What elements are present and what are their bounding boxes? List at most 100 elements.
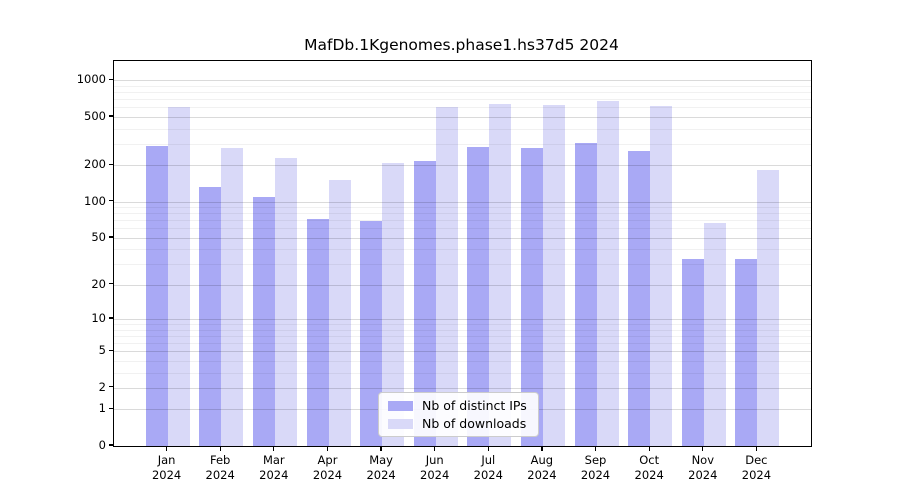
chart-title: MafDb.1Kgenomes.phase1.hs37d5 2024 <box>304 36 619 54</box>
x-tick-mark <box>648 446 650 451</box>
y-tick-label: 100 <box>84 193 106 208</box>
bar-ips-dec <box>735 259 758 446</box>
x-tick-month: Feb <box>210 453 231 467</box>
x-tick-mark <box>273 446 275 451</box>
y-tick-mark <box>109 78 114 80</box>
x-tick-label: Mar 2024 <box>244 453 304 483</box>
bar-downloads-apr <box>328 180 351 446</box>
x-tick-mark <box>755 446 758 451</box>
y-tick-mark <box>109 236 114 238</box>
x-tick-mark <box>594 446 597 451</box>
bar-ips-jan <box>145 145 168 446</box>
x-tick-month: Jul <box>481 453 496 467</box>
y-tick-mark <box>109 386 114 388</box>
bar-ips-mar <box>252 196 275 446</box>
x-tick-mark <box>541 446 543 451</box>
legend-swatch-downloads <box>388 418 413 429</box>
y-tick-mark <box>109 349 114 351</box>
x-tick-month: Oct <box>639 453 660 467</box>
legend-label-downloads: Nb of downloads <box>422 416 527 431</box>
bar-downloads-dec <box>757 170 780 446</box>
x-tick-label: Nov 2024 <box>673 453 733 483</box>
legend-item-downloads: Nb of downloads <box>388 416 527 431</box>
bar-downloads-may <box>382 163 405 446</box>
x-tick-year: 2024 <box>259 468 289 482</box>
x-tick-label: Dec 2024 <box>726 453 786 483</box>
y-tick-mark <box>109 444 114 446</box>
bar-downloads-mar <box>274 157 297 446</box>
legend-item-distinct-ips: Nb of distinct IPs <box>388 398 527 413</box>
y-tick-label: 5 <box>98 343 106 358</box>
bar-ips-oct <box>628 150 651 446</box>
y-tick-label: 2 <box>98 379 106 394</box>
x-tick-year: 2024 <box>580 468 611 482</box>
y-tick-mark <box>109 317 114 319</box>
y-tick-mark <box>109 283 114 285</box>
bar-downloads-jul <box>489 103 512 446</box>
legend: Nb of distinct IPs Nb of downloads <box>378 392 539 437</box>
y-tick-label: 0 <box>98 438 106 452</box>
bar-downloads-aug <box>542 104 565 446</box>
bar-downloads-jun <box>435 107 458 446</box>
x-tick-year: 2024 <box>366 468 396 482</box>
x-tick-mark <box>702 446 704 451</box>
y-tick-mark <box>109 115 114 117</box>
bar-ips-nov <box>681 259 704 446</box>
x-tick-mark <box>487 446 489 451</box>
bar-downloads-sep <box>596 101 619 446</box>
x-tick-label: Sep 2024 <box>566 453 626 483</box>
gridline-minor <box>114 92 811 94</box>
x-tick-year: 2024 <box>151 468 182 482</box>
x-tick-year: 2024 <box>312 468 343 482</box>
x-tick-month: Mar <box>262 453 285 467</box>
bar-downloads-feb <box>221 147 244 446</box>
y-tick-mark <box>109 200 114 202</box>
x-tick-mark <box>434 446 436 451</box>
x-tick-mark <box>165 446 168 451</box>
x-tick-year: 2024 <box>205 468 235 482</box>
x-tick-month: Apr <box>317 453 338 467</box>
y-tick-label: 1000 <box>76 72 106 87</box>
x-tick-label: Jan 2024 <box>137 453 197 483</box>
x-tick-month: Jan <box>157 453 176 467</box>
gridline-major <box>114 116 811 118</box>
bar-ips-apr <box>306 218 329 446</box>
x-tick-mark <box>380 446 382 451</box>
y-tick-label: 20 <box>91 276 106 291</box>
x-tick-label: Aug 2024 <box>512 453 572 483</box>
gridline-major <box>114 165 811 167</box>
y-tick-label: 50 <box>91 229 106 244</box>
plot-area <box>113 60 812 447</box>
x-tick-year: 2024 <box>634 468 664 482</box>
x-tick-mark <box>219 446 221 451</box>
bar-ips-jun <box>413 160 436 446</box>
bar-ips-jul <box>467 147 490 446</box>
gridline-minor <box>114 85 811 87</box>
bar-ips-feb <box>199 187 222 446</box>
x-tick-year: 2024 <box>420 468 450 482</box>
x-tick-month: Nov <box>691 453 715 467</box>
x-tick-year: 2024 <box>741 468 772 482</box>
x-tick-label: Feb 2024 <box>190 453 250 483</box>
x-tick-label: Oct 2024 <box>619 453 679 483</box>
gridline-minor <box>114 107 811 109</box>
bar-downloads-oct <box>650 106 673 446</box>
bar-downloads-jan <box>167 107 190 446</box>
gridline-minor <box>114 99 811 101</box>
x-tick-month: Jun <box>425 453 444 467</box>
y-tick-label: 1 <box>98 401 106 416</box>
bar-ips-may <box>360 221 383 446</box>
x-tick-year: 2024 <box>473 468 503 482</box>
x-tick-month: Dec <box>745 453 768 467</box>
gridline-minor <box>114 143 811 145</box>
x-tick-label: Jul 2024 <box>458 453 518 483</box>
y-tick-label: 200 <box>84 157 106 172</box>
x-tick-label: Apr 2024 <box>298 453 358 483</box>
y-tick-mark <box>109 163 114 165</box>
y-tick-label: 10 <box>91 311 106 326</box>
x-tick-month: May <box>369 453 393 467</box>
bar-downloads-nov <box>703 223 726 446</box>
gridline-major <box>114 80 811 82</box>
gridline-minor <box>114 128 811 130</box>
